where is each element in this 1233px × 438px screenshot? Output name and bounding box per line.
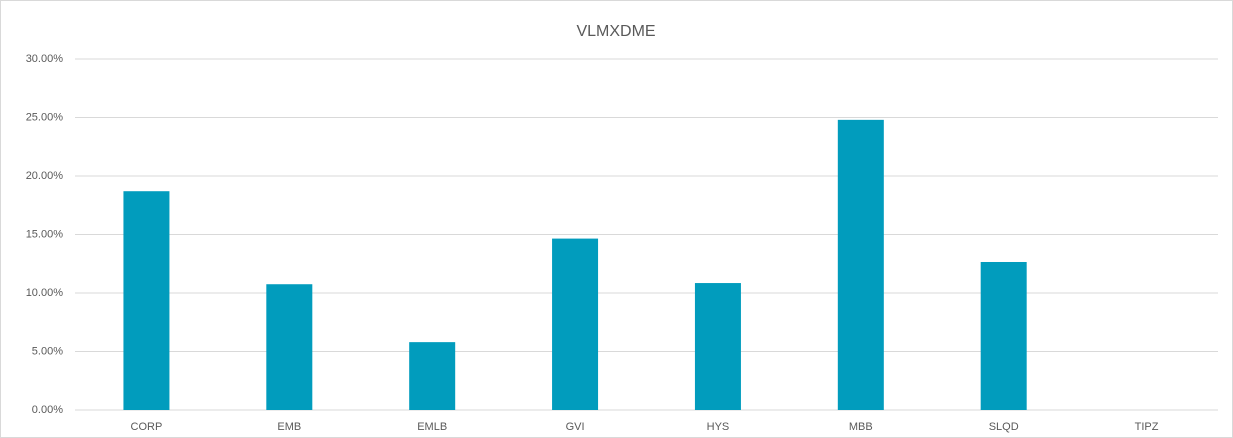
- bar: [837, 119, 884, 410]
- y-tick-label: 30.00%: [26, 53, 64, 65]
- y-tick-label: 5.00%: [32, 345, 63, 357]
- bar: [266, 284, 313, 410]
- bar: [409, 342, 456, 410]
- bar: [123, 191, 170, 410]
- x-tick-label: CORP: [131, 421, 163, 433]
- x-tick-label: MBB: [849, 421, 873, 433]
- x-tick-label: GVI: [566, 421, 585, 433]
- y-tick-label: 25.00%: [26, 111, 64, 123]
- bar: [694, 283, 741, 410]
- bar: [980, 261, 1027, 410]
- x-tick-label: EMLB: [417, 421, 447, 433]
- y-tick-label: 20.00%: [26, 170, 64, 182]
- x-tick-label: HYS: [707, 421, 730, 433]
- chart-title: VLMXDME: [576, 23, 655, 40]
- y-tick-label: 10.00%: [26, 287, 64, 299]
- x-tick-label: SLQD: [989, 421, 1019, 433]
- bar: [552, 238, 599, 410]
- y-tick-label: 15.00%: [26, 228, 64, 240]
- x-tick-label: TIPZ: [1135, 421, 1159, 433]
- y-tick-label: 0.00%: [32, 404, 63, 416]
- x-tick-label: EMB: [277, 421, 301, 433]
